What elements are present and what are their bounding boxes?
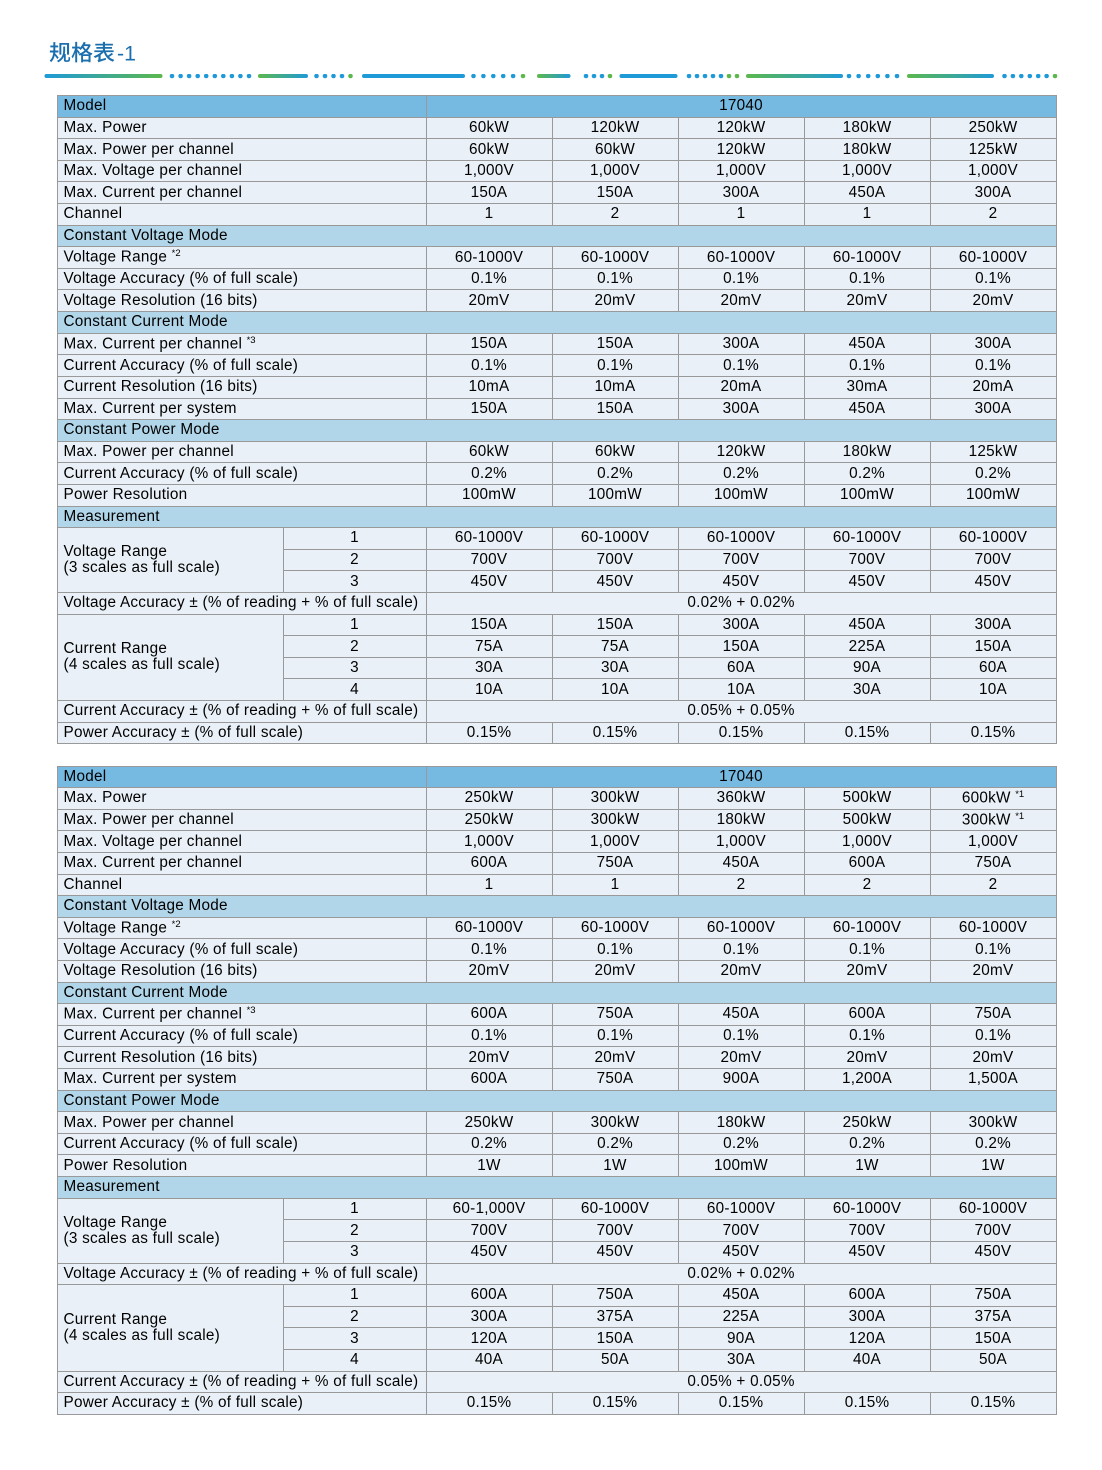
svg-text:-1: -1 (117, 42, 136, 66)
